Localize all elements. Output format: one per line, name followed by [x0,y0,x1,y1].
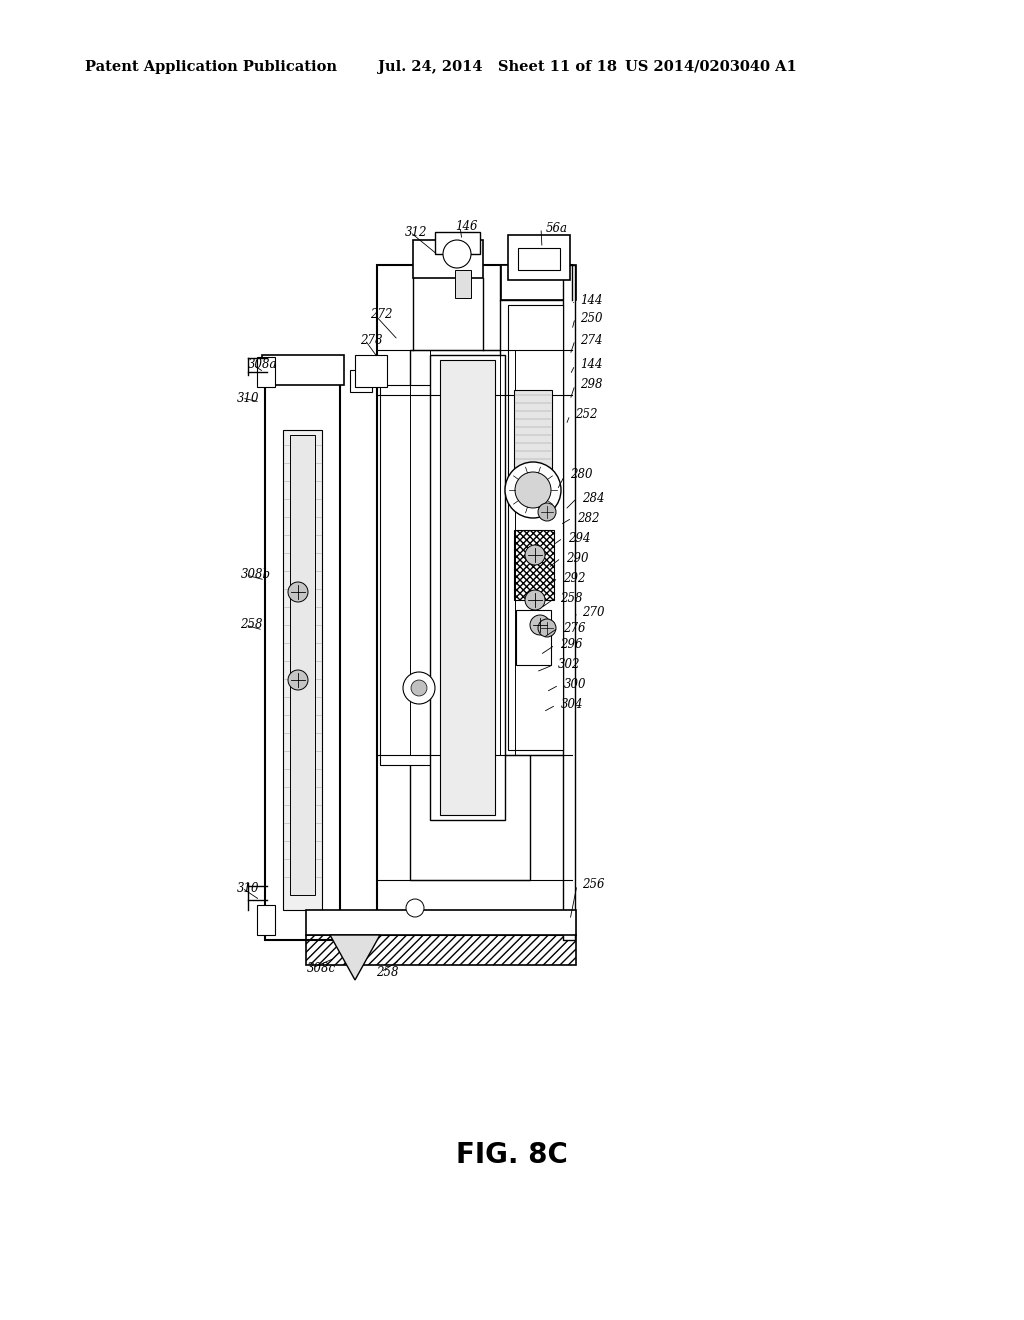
Bar [283,430,322,909]
Bar [355,355,387,387]
Text: 298: 298 [580,379,602,392]
Text: 300: 300 [564,678,587,692]
Bar [430,355,505,820]
Bar [563,265,575,940]
Text: 284: 284 [582,491,604,504]
Bar [265,375,283,940]
Text: 250: 250 [580,312,602,325]
Text: 296: 296 [560,639,583,652]
Bar [435,232,480,253]
Text: 272: 272 [370,309,392,322]
Circle shape [538,619,556,638]
Circle shape [530,615,550,635]
Bar [290,436,315,895]
Bar [508,235,570,280]
Bar [262,355,344,385]
Circle shape [403,672,435,704]
Circle shape [288,582,308,602]
Text: 252: 252 [575,408,597,421]
Text: 258: 258 [240,619,262,631]
Circle shape [288,671,308,690]
Circle shape [443,240,471,268]
Bar [516,610,551,665]
Bar [435,232,480,253]
Polygon shape [330,935,380,979]
Bar [265,375,340,940]
Bar [455,271,471,298]
Circle shape [525,545,545,565]
Text: 294: 294 [568,532,591,544]
Text: Jul. 24, 2014   Sheet 11 of 18: Jul. 24, 2014 Sheet 11 of 18 [378,59,617,74]
Bar [306,909,575,935]
Text: 310: 310 [237,392,259,404]
Bar [306,909,575,935]
Text: 304: 304 [561,698,584,711]
Text: 256: 256 [582,879,604,891]
Bar [413,240,483,279]
Bar [257,906,275,935]
Bar [563,265,575,940]
Circle shape [515,473,551,508]
Bar [516,610,551,665]
Bar [514,531,554,601]
Bar [440,360,495,814]
Text: 274: 274 [580,334,602,346]
Text: FIG. 8C: FIG. 8C [456,1140,568,1170]
Bar [257,356,275,387]
Text: 144: 144 [580,293,602,306]
Text: 146: 146 [455,220,477,234]
Bar [410,350,530,880]
Circle shape [538,503,556,521]
Bar [500,300,572,755]
Text: 258: 258 [376,965,398,978]
Bar [377,265,572,935]
Text: 282: 282 [577,511,599,524]
Bar [257,906,275,935]
Bar [350,370,372,392]
Bar [262,355,344,385]
Text: 312: 312 [406,226,427,239]
Bar [501,265,575,300]
Text: 292: 292 [563,572,586,585]
Text: 302: 302 [558,659,581,672]
Circle shape [411,680,427,696]
Text: 308c: 308c [307,961,336,974]
Circle shape [505,462,561,517]
Bar [501,265,575,300]
Bar [257,356,275,387]
Bar [350,370,372,392]
Bar [322,375,340,940]
Text: 308a: 308a [248,359,278,371]
Text: 308b: 308b [241,569,271,582]
Bar [518,248,560,271]
Bar [306,935,575,965]
Text: Patent Application Publication: Patent Application Publication [85,59,337,74]
Bar [413,240,483,279]
Text: 280: 280 [570,469,593,482]
Bar [377,265,572,935]
Circle shape [525,590,545,610]
Bar [355,355,387,387]
Text: 290: 290 [566,552,589,565]
Text: 56a: 56a [546,222,568,235]
Text: 270: 270 [582,606,604,619]
Bar [500,300,572,755]
Text: US 2014/0203040 A1: US 2014/0203040 A1 [625,59,797,74]
Text: 144: 144 [580,359,602,371]
Bar [514,389,552,475]
Text: 258: 258 [560,591,583,605]
Bar [508,305,563,750]
Text: 276: 276 [563,622,586,635]
Circle shape [406,899,424,917]
Bar [380,385,440,766]
Text: 310: 310 [237,882,259,895]
Bar [508,235,570,280]
Text: 278: 278 [360,334,383,346]
